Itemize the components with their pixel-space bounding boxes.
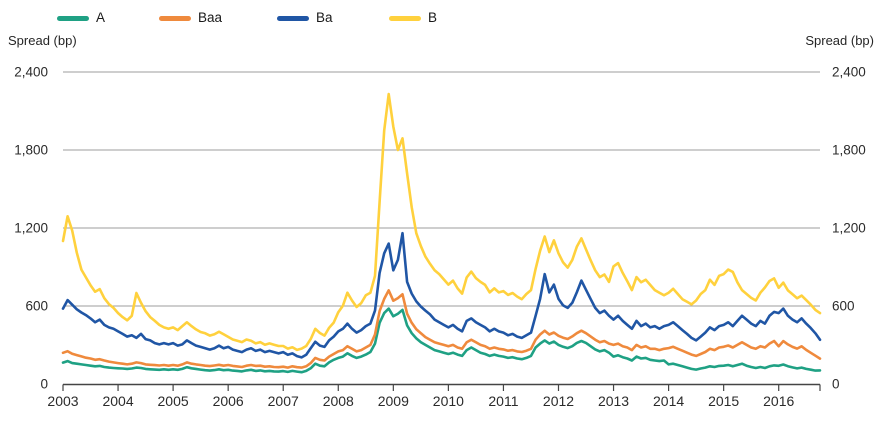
legend-swatch-A: [57, 15, 89, 21]
y-tick-label-right: 2,400: [832, 65, 866, 80]
x-tick-label: 2006: [213, 393, 244, 409]
x-tick-label: 2011: [488, 393, 518, 409]
legend-item-Ba: Ba: [277, 10, 333, 26]
legend-label-Baa: Baa: [198, 10, 223, 25]
y-tick-label-right: 0: [832, 377, 840, 392]
series-line-B: [61, 92, 822, 352]
y-tick-label-left: 0: [40, 377, 48, 392]
x-tick-label: 2015: [708, 393, 739, 409]
right-axis-title: Spread (bp): [805, 33, 874, 48]
x-tick-label: 2004: [102, 393, 133, 409]
y-tick-label-right: 1,200: [832, 221, 866, 236]
series-line-Baa: [61, 289, 822, 369]
y-tick-label-left: 1,200: [14, 221, 48, 236]
x-tick-label: 2008: [323, 393, 354, 409]
x-tick-label: 2010: [433, 393, 464, 409]
legend-label-B: B: [428, 10, 438, 25]
legend-item-Baa: Baa: [159, 10, 222, 26]
x-tick-label: 2003: [47, 393, 78, 409]
legend: A Baa Ba B: [0, 0, 879, 28]
x-tick-label: 2012: [543, 393, 574, 409]
y-tick-label-right: 600: [832, 299, 855, 314]
x-tick-label: 2009: [378, 393, 409, 409]
legend-swatch-Ba: [277, 15, 309, 21]
series-line-Ba: [61, 231, 822, 359]
legend-label-A: A: [96, 10, 106, 25]
series-line-A: [61, 307, 822, 374]
legend-swatch-B: [389, 15, 421, 21]
legend-item-B: B: [389, 10, 437, 26]
x-tick-label: 2007: [268, 393, 299, 409]
legend-label-Ba: Ba: [316, 10, 333, 25]
x-tick-label: 2013: [598, 393, 629, 409]
x-tick-label: 2016: [763, 393, 794, 409]
legend-item-A: A: [57, 10, 105, 26]
y-tick-label-right: 1,800: [832, 143, 866, 158]
left-axis-title: Spread (bp): [8, 33, 77, 48]
x-tick-label: 2014: [653, 393, 684, 409]
x-tick-label: 2005: [158, 393, 189, 409]
y-tick-label-left: 1,800: [14, 143, 48, 158]
legend-swatch-Baa: [159, 15, 191, 21]
y-tick-label-left: 2,400: [14, 65, 48, 80]
y-tick-label-left: 600: [25, 299, 48, 314]
